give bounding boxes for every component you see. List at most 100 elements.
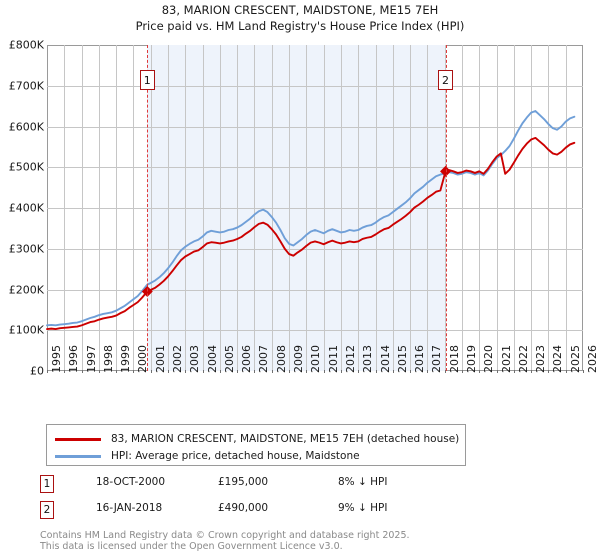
x-axis-tick-label: 1999 <box>119 345 133 373</box>
legend-label: HPI: Average price, detached house, Maid… <box>111 450 360 462</box>
x-axis-tick-label: 1996 <box>67 345 81 373</box>
x-axis-tick <box>566 370 567 373</box>
gridline <box>203 45 204 371</box>
x-axis-tick <box>497 370 498 373</box>
gridline <box>254 45 255 371</box>
y-axis-tick-label: £800K <box>8 38 44 52</box>
x-axis-tick-label: 2005 <box>222 345 236 373</box>
x-axis-tick <box>99 370 100 373</box>
x-axis-tick-label: 2000 <box>136 345 150 373</box>
gridline <box>47 167 583 168</box>
x-axis-tick-label: 2008 <box>274 345 288 373</box>
x-axis: 1995 1996 1997 1998 1999 2000 2001 2002 2003 2004… <box>47 345 599 409</box>
gridline <box>427 45 428 371</box>
y-axis-tick-label: £600K <box>8 120 44 133</box>
gridline <box>237 45 238 371</box>
transaction-row[interactable]: 1 18-OCT-2000 £195,000 8% ↓ HPI <box>40 474 500 500</box>
gridline <box>47 330 583 331</box>
x-axis-tick-label: 2018 <box>447 345 461 373</box>
transaction-marker-badge[interactable]: 2 <box>438 69 454 90</box>
gridline <box>220 45 221 371</box>
x-axis-tick <box>324 370 325 373</box>
gridline <box>47 86 583 87</box>
gridline <box>47 249 583 250</box>
x-axis-tick-label: 1995 <box>50 345 63 373</box>
gridline <box>168 45 169 371</box>
x-axis-tick <box>203 370 204 373</box>
gridline <box>306 45 307 371</box>
x-axis-tick <box>64 370 65 373</box>
x-axis-tick-label: 1997 <box>84 345 98 373</box>
transaction-date: 16-JAN-2018 <box>96 502 163 514</box>
transaction-price: £195,000 <box>218 476 269 488</box>
footer-attribution: Contains HM Land Registry data © Crown c… <box>40 530 580 552</box>
x-axis-tick-label: 2023 <box>534 345 548 373</box>
x-axis-tick <box>358 370 359 373</box>
x-axis-tick <box>237 370 238 373</box>
y-axis-tick-label: £200K <box>8 283 44 296</box>
gridline <box>64 45 65 371</box>
transaction-marker-badge[interactable]: 1 <box>139 69 155 90</box>
x-axis-tick-label: 2009 <box>292 345 306 373</box>
x-axis-tick <box>254 370 255 373</box>
y-axis-tick-label: £100K <box>8 323 44 337</box>
x-axis-tick-label: 2013 <box>361 345 375 373</box>
x-axis-tick-label: 2017 <box>430 345 444 373</box>
x-axis-tick-label: 1998 <box>101 345 115 373</box>
x-axis-tick <box>168 370 169 373</box>
x-axis-tick <box>393 370 394 373</box>
transaction-hpi-delta: 9% ↓ HPI <box>338 502 388 514</box>
x-axis-tick-label: 2012 <box>343 345 357 373</box>
legend-item: HPI: Average price, detached house, Maid… <box>55 447 360 465</box>
x-axis-tick-label: 2001 <box>153 345 167 373</box>
x-axis-tick <box>47 370 48 373</box>
gridline <box>151 45 152 371</box>
x-axis-tick-label: 2016 <box>413 345 427 373</box>
x-axis-tick-label: 2021 <box>499 345 513 373</box>
x-axis-tick <box>376 370 377 373</box>
x-axis-tick-label: 2022 <box>516 345 530 373</box>
x-axis-tick-label: 2004 <box>205 345 219 373</box>
footer-line-2: This data is licensed under the Open Gov… <box>40 541 343 552</box>
x-axis-tick <box>82 370 83 373</box>
gridline <box>47 127 583 128</box>
x-axis-tick <box>272 370 273 373</box>
gridline <box>358 45 359 371</box>
x-axis-tick <box>462 370 463 373</box>
gridline <box>566 45 567 371</box>
x-axis-tick-label: 2020 <box>482 345 496 373</box>
x-axis-tick <box>341 370 342 373</box>
gridline <box>462 45 463 371</box>
y-axis-tick-label: £700K <box>8 79 44 93</box>
gridline <box>376 45 377 371</box>
y-axis: £0 £100K £200K £300K £400K £500K £600K £700K £80… <box>0 40 44 377</box>
page-title: 83, MARION CRESCENT, MAIDSTONE, ME15 7EH… <box>0 2 600 34</box>
x-axis-tick <box>116 370 117 373</box>
y-axis-tick-label: £500K <box>8 160 44 174</box>
gridline <box>324 45 325 371</box>
gridline <box>82 45 83 371</box>
x-axis-tick-label: 2010 <box>309 345 323 373</box>
x-axis-tick <box>133 370 134 373</box>
legend-color-swatch <box>55 454 101 458</box>
gridline <box>99 45 100 371</box>
gridline <box>341 45 342 371</box>
x-axis-tick-label: 2014 <box>378 345 392 373</box>
x-axis-tick <box>289 370 290 373</box>
x-axis-tick-label: 2026 <box>586 345 599 373</box>
y-axis-tick-label: £300K <box>8 242 44 256</box>
gridline <box>531 45 532 371</box>
transaction-guide-line <box>147 45 149 371</box>
legend-item: 83, MARION CRESCENT, MAIDSTONE, ME15 7EH… <box>55 430 459 448</box>
x-axis-tick-label: 2011 <box>326 345 340 373</box>
series-lines <box>46 110 576 330</box>
series-line <box>46 110 576 327</box>
x-axis-tick-label: 2003 <box>188 345 202 373</box>
transactions-list: 1 18-OCT-2000 £195,000 8% ↓ HPI 2 16-JAN-2018… <box>40 474 500 526</box>
transaction-row[interactable]: 2 16-JAN-2018 £490,000 9% ↓ HPI <box>40 500 500 526</box>
series-line <box>46 136 576 330</box>
gridline <box>497 45 498 371</box>
transaction-hpi-delta: 8% ↓ HPI <box>338 476 388 488</box>
